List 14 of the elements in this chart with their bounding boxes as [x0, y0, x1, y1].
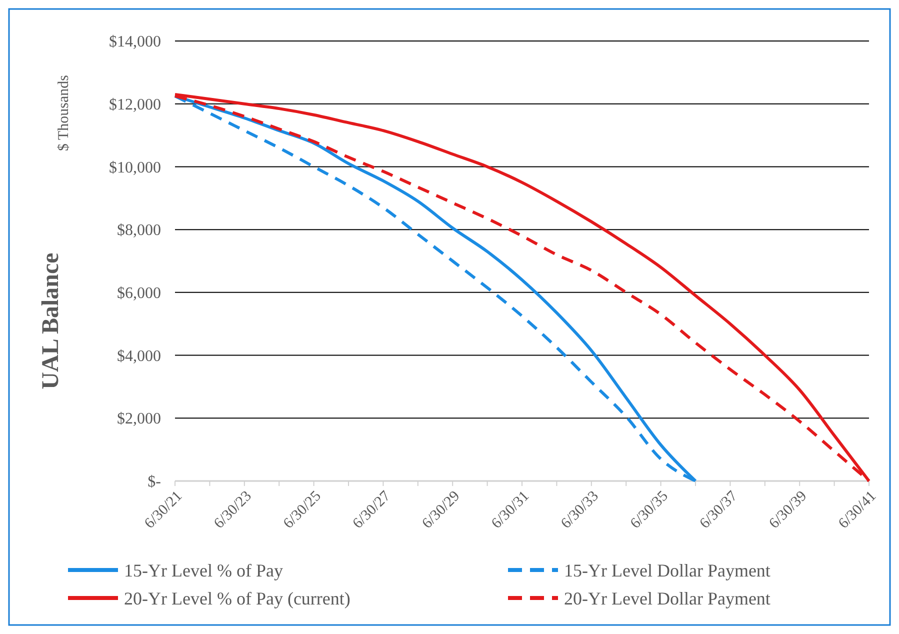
y-tick-label: $-: [148, 474, 161, 491]
y-tick-label: $8,000: [117, 222, 161, 240]
legend-label: 20-Yr Level % of Pay (current): [124, 588, 350, 608]
y-tick-label: $12,000: [109, 96, 161, 114]
legend-label: 15-Yr Level % of Pay: [124, 560, 283, 580]
y-axis-title: UAL Balance: [38, 252, 64, 390]
y-tick-label: $10,000: [109, 159, 161, 176]
legend-label: 15-Yr Level Dollar Payment: [564, 560, 770, 580]
legend-label: 20-Yr Level Dollar Payment: [564, 588, 770, 608]
y-tick-label: $2,000: [117, 410, 161, 428]
y-tick-label: $4,000: [117, 348, 161, 365]
y-tick-label: $14,000: [109, 34, 161, 51]
y-tick-label: $6,000: [117, 285, 161, 302]
text: $ Thousands: [56, 74, 72, 151]
